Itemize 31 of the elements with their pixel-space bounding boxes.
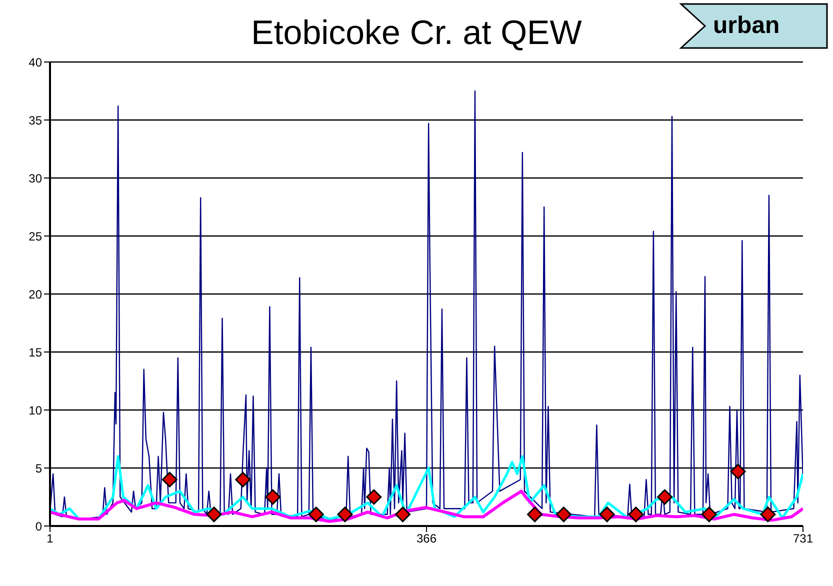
x-tick-label: 1 xyxy=(46,532,54,546)
y-tick-label: 10 xyxy=(28,403,42,418)
point xyxy=(556,506,572,522)
line-series xyxy=(50,490,803,523)
point xyxy=(366,489,382,505)
point xyxy=(206,506,222,522)
text: urban xyxy=(713,12,780,40)
point xyxy=(760,506,776,522)
point xyxy=(628,506,644,522)
y-tick-label: 5 xyxy=(35,461,42,476)
point xyxy=(308,506,324,522)
y-tick-label: 15 xyxy=(28,345,42,360)
y-tick-label: 40 xyxy=(28,55,42,70)
y-tick-label: 25 xyxy=(28,229,42,244)
point xyxy=(395,506,411,522)
y-tick-label: 20 xyxy=(28,287,42,302)
y-tick-label: 0 xyxy=(35,519,42,534)
point xyxy=(657,489,673,505)
x-tick-label: 366 xyxy=(416,532,437,546)
point xyxy=(730,464,746,480)
point xyxy=(337,506,353,522)
point xyxy=(599,506,615,522)
y-tick-label: 35 xyxy=(28,113,42,128)
point xyxy=(527,506,543,522)
y-tick-label: 30 xyxy=(28,171,42,186)
point xyxy=(162,472,178,488)
x-tick-label: 731 xyxy=(792,532,814,546)
chart-title: Etobicoke Cr. at QEW xyxy=(251,14,582,52)
point xyxy=(701,506,717,522)
point xyxy=(265,489,281,505)
point xyxy=(235,472,251,488)
